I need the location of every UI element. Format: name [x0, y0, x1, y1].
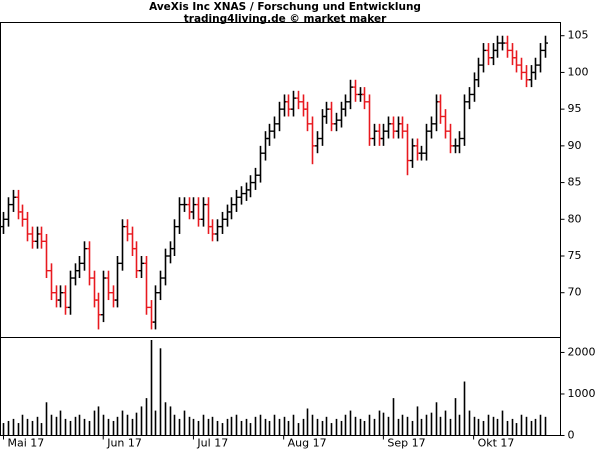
y-tick-label: 100: [568, 65, 589, 78]
y-tick-label: 2000: [568, 345, 596, 358]
y-tick-label: 75: [568, 249, 582, 262]
y-tick-label: 80: [568, 212, 582, 225]
y-tick-label: 105: [568, 29, 589, 42]
volume-panel: [0, 337, 561, 436]
y-tick-label: 1000: [568, 387, 596, 400]
x-tick-label: Jun 17: [106, 437, 142, 450]
x-tick-label: Mai 17: [7, 437, 44, 450]
x-tick-label: Jul 17: [196, 437, 228, 450]
chart-title: AveXis Inc XNAS / Forschung und Entwickl…: [149, 1, 421, 13]
y-tick-label: 95: [568, 102, 582, 115]
x-tick-label: Aug 17: [288, 437, 327, 450]
x-tick-label: Sep 17: [387, 437, 425, 450]
y-tick-label: 85: [568, 176, 582, 189]
y-tick-label: 0: [568, 429, 575, 442]
x-tick-label: Okt 17: [478, 437, 515, 450]
y-tick-label: 90: [568, 139, 582, 152]
y-tick-label: 70: [568, 286, 582, 299]
chart-subtitle: trading4living.de © market maker: [184, 13, 387, 25]
price-panel: [0, 22, 561, 338]
